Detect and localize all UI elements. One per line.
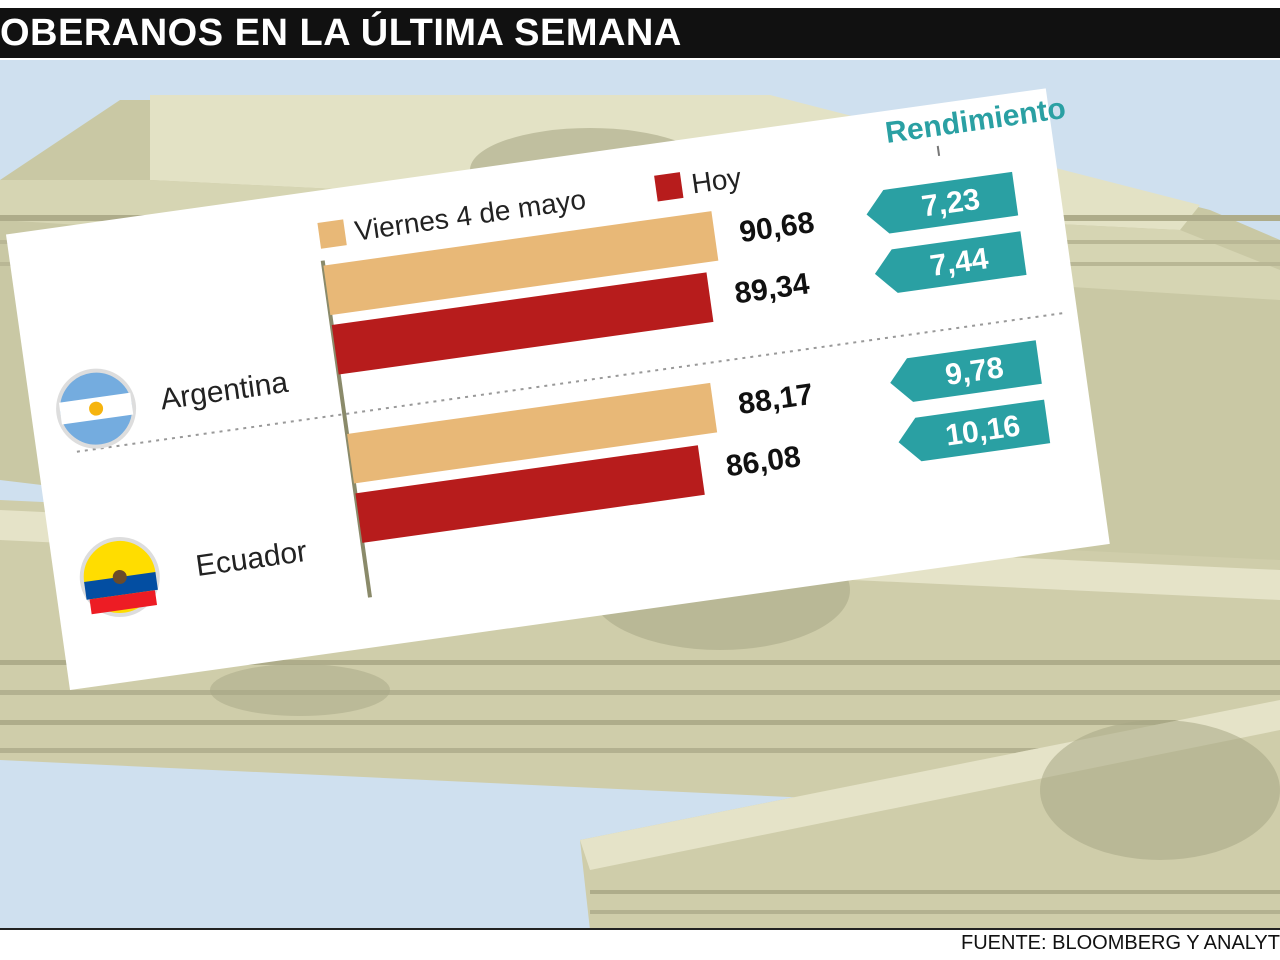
yield-label-argentina-today: 7,44 (928, 242, 991, 283)
legend-swatch-today (654, 172, 684, 202)
yield-title-tick (936, 145, 941, 156)
card-background (5, 88, 1110, 691)
ecuador-flag-emblem (112, 569, 127, 584)
yield-label-ecuador-prev: 9,78 (943, 351, 1005, 392)
header: OBERANOS EN LA ÚLTIMA SEMANA (0, 0, 1280, 60)
money-stack-bottom-right (580, 700, 1280, 930)
chart-svg: Viernes 4 de mayoHoyRendimientoArgentina… (0, 60, 1280, 930)
legend-swatch-prev (317, 219, 347, 249)
footer-rule (0, 928, 1280, 930)
yield-tag-ecuador-prev (890, 340, 1042, 402)
source-note: FUENTE: BLOOMBERG Y ANALYT (961, 932, 1280, 954)
yield-tag-argentina-today (874, 231, 1027, 293)
chart-card: Viernes 4 de mayoHoyRendimientoArgentina… (5, 88, 1110, 691)
argentina-flag-sun (89, 401, 104, 416)
bar-ecuador-today (355, 445, 705, 543)
bar-argentina-today (331, 272, 714, 375)
header-bar (0, 8, 1280, 58)
yield-label-argentina-prev: 7,23 (920, 183, 982, 224)
yield-tag-argentina-prev (866, 171, 1019, 234)
chart-scene: Viernes 4 de mayo Hoy Rendimiento Argentina… (0, 60, 1280, 930)
page-title: OBERANOS EN LA ÚLTIMA SEMANA (0, 12, 682, 54)
legend-label-today: Hoy (689, 162, 743, 200)
ecuador-flag-red-band (89, 590, 158, 615)
footer: FUENTE: BLOOMBERG Y ANALYT (0, 928, 1280, 960)
row-divider (76, 311, 1068, 453)
ecuador-flag-blue-band (84, 571, 158, 600)
yield-tag-ecuador-today (898, 399, 1051, 462)
bar-ecuador-prev (347, 382, 718, 484)
bar-argentina-prev (323, 211, 719, 316)
